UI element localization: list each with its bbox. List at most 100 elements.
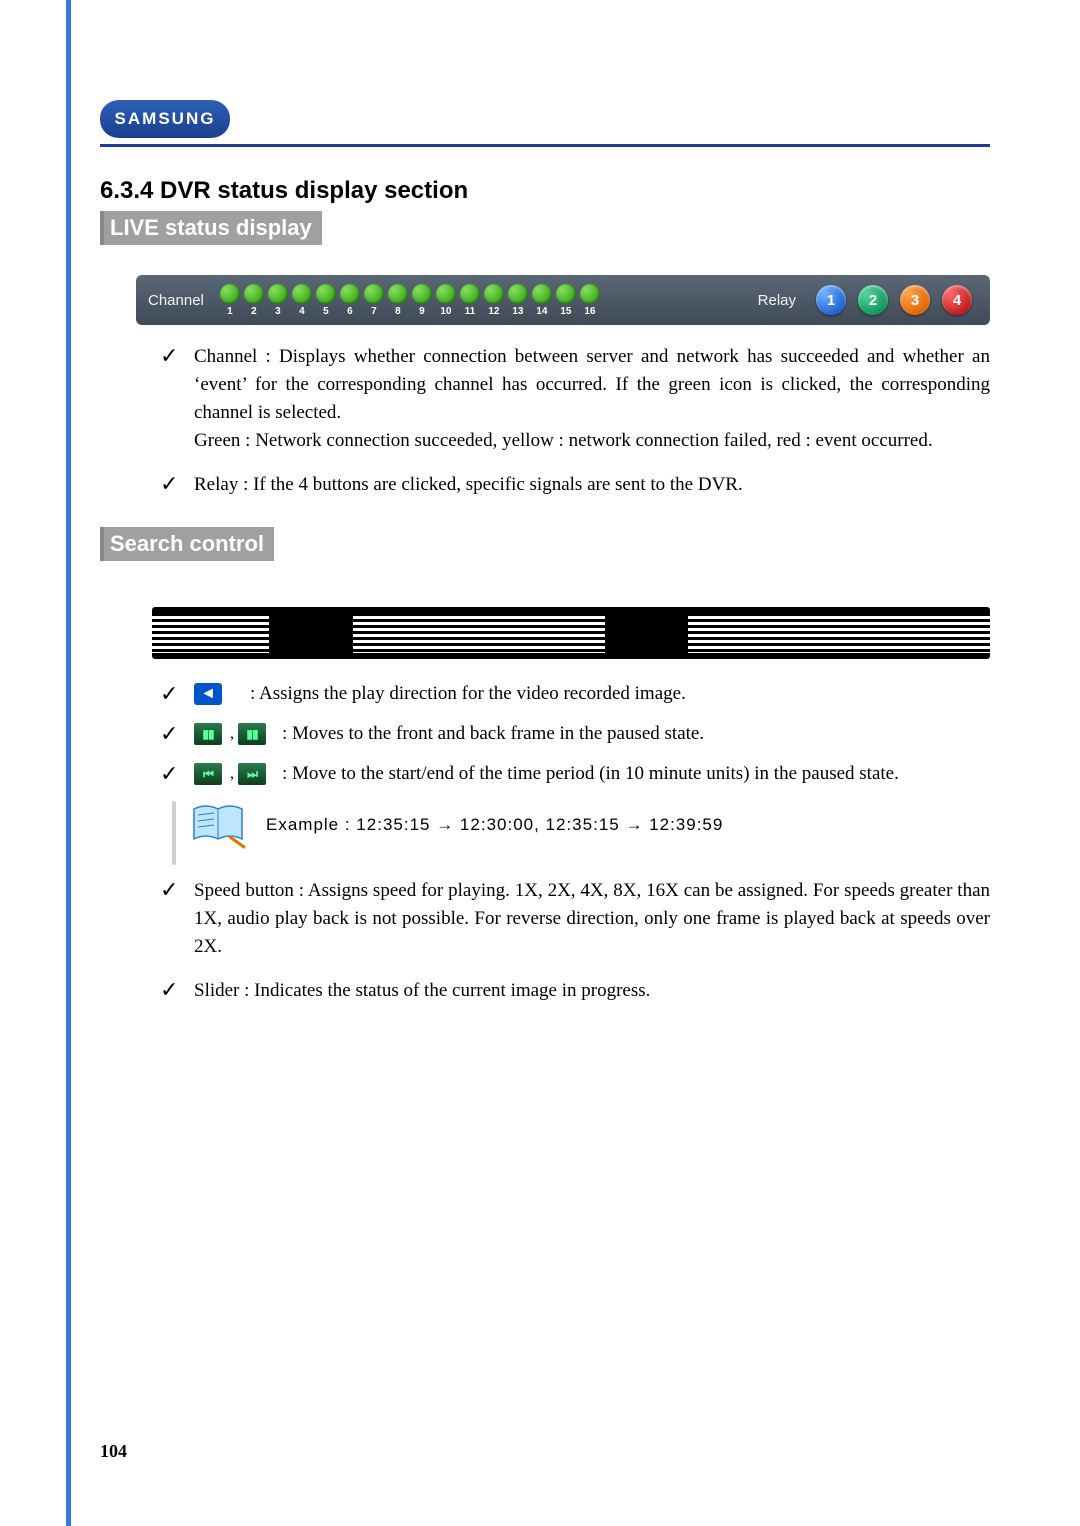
search-bullet-1: ✓ Speed button : Assigns speed for playi… bbox=[160, 877, 990, 961]
search-bullet-2-text: Slider : Indicates the status of the cur… bbox=[194, 977, 650, 1005]
channel-number: 4 bbox=[299, 306, 305, 317]
channel-indicator[interactable]: 15 bbox=[556, 284, 576, 317]
channel-number: 15 bbox=[560, 306, 571, 317]
channel-dot-icon[interactable] bbox=[508, 284, 528, 304]
channel-dot-icon[interactable] bbox=[484, 284, 504, 304]
channel-indicator[interactable]: 13 bbox=[508, 284, 528, 317]
frame-forward-icon[interactable]: ▮▮ bbox=[238, 723, 266, 745]
channel-dot-icon[interactable] bbox=[340, 284, 360, 304]
live-bullet-1a: Channel : Displays whether connection be… bbox=[194, 346, 990, 423]
channel-dot-icon[interactable] bbox=[412, 284, 432, 304]
checkmark-icon: ✓ bbox=[160, 721, 194, 747]
header-rule bbox=[100, 144, 990, 147]
search-bullet-2: ✓ Slider : Indicates the status of the c… bbox=[160, 977, 990, 1005]
samsung-logo: SAMSUNG bbox=[100, 100, 230, 138]
channel-number: 8 bbox=[395, 306, 401, 317]
channel-dot-icon[interactable] bbox=[436, 284, 456, 304]
channel-indicator[interactable]: 14 bbox=[532, 284, 552, 317]
live-bullet-2-text: Relay : If the 4 buttons are clicked, sp… bbox=[194, 471, 743, 499]
live-bullet-1-text: Channel : Displays whether connection be… bbox=[194, 343, 990, 455]
channel-indicator[interactable]: 6 bbox=[340, 284, 360, 317]
channel-indicator-row: 12345678910111213141516 bbox=[218, 284, 602, 317]
page-content: SAMSUNG 6.3.4 DVR status display section… bbox=[100, 100, 990, 1021]
timeline-gap-icon bbox=[605, 607, 689, 659]
relay-button-2[interactable]: 2 bbox=[858, 285, 888, 315]
channel-dot-icon[interactable] bbox=[220, 284, 240, 304]
channel-number: 2 bbox=[251, 306, 257, 317]
channel-number: 6 bbox=[347, 306, 353, 317]
channel-indicator[interactable]: 5 bbox=[316, 284, 336, 317]
example-text: Example : 12:35:15 → 12:30:00, 12:35:15 … bbox=[266, 815, 723, 835]
checkmark-icon: ✓ bbox=[160, 761, 194, 787]
search-item-1: ✓ ◄ : Assigns the play direction for the… bbox=[160, 681, 990, 707]
search-item-3-text: : Move to the start/end of the time peri… bbox=[282, 761, 899, 787]
live-bullet-2: ✓ Relay : If the 4 buttons are clicked, … bbox=[160, 471, 990, 499]
left-margin-rule bbox=[66, 0, 71, 1526]
channel-number: 9 bbox=[419, 306, 425, 317]
channel-indicator[interactable]: 4 bbox=[292, 284, 312, 317]
channel-indicator[interactable]: 9 bbox=[412, 284, 432, 317]
search-bullet-1-text: Speed button : Assigns speed for playing… bbox=[194, 877, 990, 961]
document-page: SAMSUNG 6.3.4 DVR status display section… bbox=[0, 0, 1080, 1526]
logo-row: SAMSUNG bbox=[100, 100, 990, 138]
channel-dot-icon[interactable] bbox=[244, 284, 264, 304]
channel-dot-icon[interactable] bbox=[364, 284, 384, 304]
live-status-bar: Channel 12345678910111213141516 Relay 12… bbox=[136, 275, 990, 325]
search-timeline-bar bbox=[152, 607, 990, 659]
play-direction-icon[interactable]: ◄ bbox=[194, 683, 222, 705]
search-item-1-text: : Assigns the play direction for the vid… bbox=[250, 681, 686, 707]
samsung-logo-text: SAMSUNG bbox=[115, 109, 216, 129]
checkmark-icon: ✓ bbox=[160, 681, 194, 707]
checkmark-icon: ✓ bbox=[160, 877, 194, 961]
channel-indicator[interactable]: 12 bbox=[484, 284, 504, 317]
channel-dot-icon[interactable] bbox=[532, 284, 552, 304]
live-bullet-1: ✓ Channel : Displays whether connection … bbox=[160, 343, 990, 455]
book-note-icon bbox=[190, 801, 246, 849]
channel-indicator[interactable]: 1 bbox=[220, 284, 240, 317]
live-status-badge: LIVE status display bbox=[100, 211, 322, 245]
channel-indicator[interactable]: 7 bbox=[364, 284, 384, 317]
channel-dot-icon[interactable] bbox=[388, 284, 408, 304]
channel-number: 5 bbox=[323, 306, 329, 317]
channel-indicator[interactable]: 3 bbox=[268, 284, 288, 317]
channel-dot-icon[interactable] bbox=[292, 284, 312, 304]
relay-button-1[interactable]: 1 bbox=[816, 285, 846, 315]
period-start-icon[interactable]: ⏮ bbox=[194, 763, 222, 785]
channel-dot-icon[interactable] bbox=[460, 284, 480, 304]
channel-number: 16 bbox=[584, 306, 595, 317]
relay-button-row: 1234 bbox=[810, 285, 978, 315]
channel-dot-icon[interactable] bbox=[316, 284, 336, 304]
channel-indicator[interactable]: 8 bbox=[388, 284, 408, 317]
section-heading: 6.3.4 DVR status display section bbox=[100, 177, 990, 205]
channel-number: 14 bbox=[536, 306, 547, 317]
channel-indicator[interactable]: 16 bbox=[580, 284, 600, 317]
channel-number: 1 bbox=[227, 306, 233, 317]
channel-dot-icon[interactable] bbox=[580, 284, 600, 304]
search-item-3: ✓ ⏮, ⏭ : Move to the start/end of the ti… bbox=[160, 761, 990, 787]
checkmark-icon: ✓ bbox=[160, 343, 194, 455]
example-row: Example : 12:35:15 → 12:30:00, 12:35:15 … bbox=[190, 801, 990, 849]
checkmark-icon: ✓ bbox=[160, 977, 194, 1005]
relay-label: Relay bbox=[758, 292, 796, 309]
search-control-badge: Search control bbox=[100, 527, 274, 561]
channel-indicator[interactable]: 2 bbox=[244, 284, 264, 317]
channel-indicator[interactable]: 10 bbox=[436, 284, 456, 317]
channel-label: Channel bbox=[148, 292, 204, 309]
live-bullet-1b: Green : Network connection succeeded, ye… bbox=[194, 430, 933, 451]
channel-number: 10 bbox=[440, 306, 451, 317]
frame-back-icon[interactable]: ▮▮ bbox=[194, 723, 222, 745]
timeline-gap-icon bbox=[269, 607, 353, 659]
channel-number: 12 bbox=[488, 306, 499, 317]
channel-indicator[interactable]: 11 bbox=[460, 284, 480, 317]
channel-number: 3 bbox=[275, 306, 281, 317]
channel-number: 13 bbox=[512, 306, 523, 317]
checkmark-icon: ✓ bbox=[160, 471, 194, 499]
relay-button-3[interactable]: 3 bbox=[900, 285, 930, 315]
channel-dot-icon[interactable] bbox=[556, 284, 576, 304]
period-end-icon[interactable]: ⏭ bbox=[238, 763, 266, 785]
channel-number: 11 bbox=[465, 306, 476, 317]
channel-dot-icon[interactable] bbox=[268, 284, 288, 304]
example-side-bar bbox=[172, 801, 176, 865]
page-number: 104 bbox=[100, 1441, 127, 1462]
relay-button-4[interactable]: 4 bbox=[942, 285, 972, 315]
